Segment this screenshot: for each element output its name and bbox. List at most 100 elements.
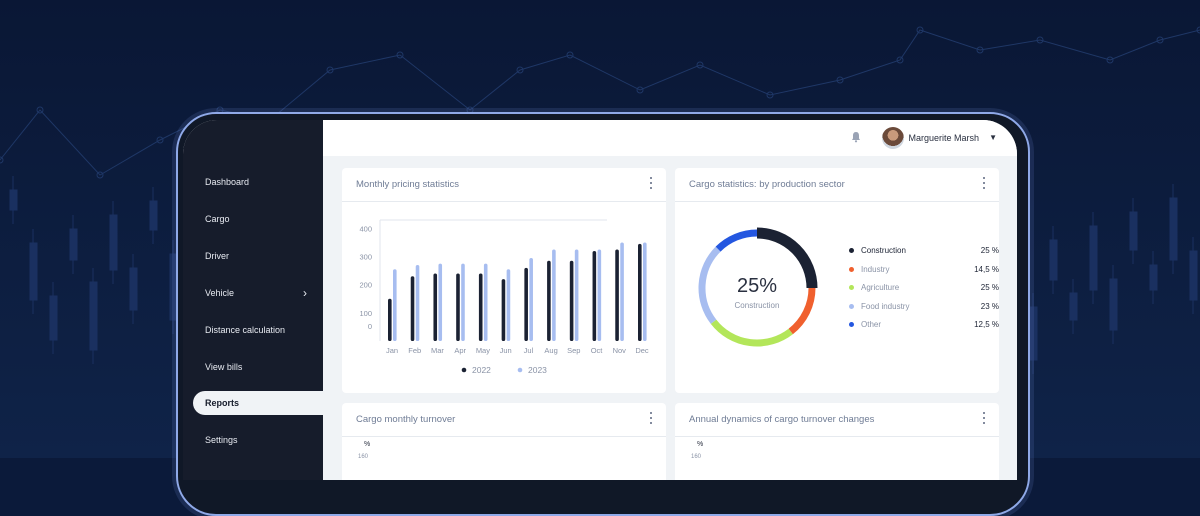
background-node: [326, 66, 334, 74]
bar-2023-Nov: [620, 242, 624, 341]
legend-name: Food industry: [861, 301, 910, 311]
background-node: [976, 46, 984, 54]
legend-item: Industry 14,5 %: [849, 263, 999, 277]
user-name[interactable]: Marguerite Marsh: [908, 133, 979, 143]
background-candle: [69, 228, 78, 261]
bar-2022-Sep: [569, 260, 574, 341]
background-candle: [1029, 306, 1038, 361]
sidebar-item-dashboard[interactable]: Dashboard: [193, 170, 321, 194]
background-node: [36, 106, 44, 114]
sidebar-item-settings[interactable]: Settings: [193, 428, 321, 452]
legend-label-2022: 2022: [472, 365, 491, 375]
bar-2022-Jun: [501, 279, 506, 341]
card-header: Cargo monthly turnover: [342, 403, 666, 437]
x-tick-label: Apr: [454, 346, 466, 355]
bar-2022-Jul: [524, 267, 528, 341]
card-title: Monthly pricing statistics: [356, 179, 459, 190]
monthly-pricing-bar-chart: 0 100 200 300 400 Jan Feb Mar Apr May Jun Jul Aug Sep…: [359, 219, 649, 375]
donut-slice-Other: [715, 229, 758, 252]
legend-value: 25 %: [980, 246, 999, 255]
legend-dot: [849, 248, 854, 253]
sidebar-item-vehicle[interactable]: Vehicle ›: [193, 281, 321, 305]
y-tick-label: 0: [368, 322, 372, 331]
caret-down-icon[interactable]: ▼: [989, 133, 997, 142]
donut-center-label: Construction: [735, 301, 780, 310]
bar-2023-Aug: [552, 249, 556, 341]
background-node: [96, 171, 104, 179]
sidebar-item-view-bills[interactable]: View bills: [193, 355, 321, 379]
y-tick-label: 400: [359, 224, 372, 233]
x-tick-label: Oct: [591, 346, 604, 355]
background-node: [1036, 36, 1044, 44]
sidebar-item-label: Settings: [205, 435, 238, 445]
background-candle: [1109, 278, 1118, 331]
background-candle: [29, 242, 38, 301]
sidebar-item-reports[interactable]: Reports: [193, 391, 323, 415]
y-tick-label: 200: [359, 281, 372, 290]
background-node: [1196, 26, 1200, 34]
background-node: [566, 51, 574, 59]
x-tick-label: Jun: [500, 346, 512, 355]
background-candle: [1189, 250, 1198, 301]
legend-value: 12,5 %: [974, 320, 999, 329]
y-tick-label: 300: [359, 253, 372, 262]
legend-value: 14,5 %: [974, 264, 999, 274]
bar-2023-Jun: [506, 269, 511, 341]
sidebar-item-label: Driver: [205, 251, 229, 261]
sidebar-item-cargo[interactable]: Cargo: [193, 207, 321, 231]
background-node: [896, 56, 904, 64]
chevron-right-icon: ›: [303, 286, 307, 300]
sidebar-item-label: Dashboard: [205, 177, 250, 187]
bar-2023-Sep: [574, 249, 579, 341]
x-tick-label: Jul: [524, 346, 534, 355]
x-tick-label: Feb: [408, 346, 421, 355]
y-tick-label: 100: [359, 309, 372, 318]
avatar[interactable]: [882, 127, 904, 149]
background-candle: [1049, 239, 1058, 281]
bar-2022-Aug: [547, 260, 551, 341]
x-tick-label: Aug: [544, 346, 557, 355]
bar-2022-Jan: [388, 298, 392, 341]
bar-2023-Oct: [597, 249, 602, 341]
legend-name: Industry: [861, 264, 890, 274]
legend-item: Construction 25 %: [849, 244, 999, 258]
background-candle: [109, 214, 118, 271]
more-options-icon[interactable]: [650, 412, 654, 426]
x-tick-label: Sep: [567, 346, 580, 355]
more-options-icon[interactable]: [650, 177, 654, 191]
x-tick-label: Dec: [635, 346, 649, 355]
y-axis-tick: 160: [358, 454, 369, 460]
card-header: Annual dynamics of cargo turnover change…: [675, 403, 999, 437]
background-node: [636, 86, 644, 94]
bell-icon[interactable]: [850, 131, 862, 143]
legend-item: Other 12,5 %: [849, 318, 999, 332]
background-node: [0, 156, 4, 164]
sidebar-item-distance-calculation[interactable]: Distance calculation: [193, 318, 321, 342]
background-candle: [1169, 197, 1178, 261]
bar-2022-Mar: [433, 273, 438, 341]
bar-2022-Apr: [456, 273, 460, 341]
background-node: [916, 26, 924, 34]
sector-legend: Construction 25 % Industry 14,5 % Agricultur…: [849, 244, 999, 334]
bar-2023-Dec: [643, 242, 647, 341]
bar-2022-May: [478, 273, 483, 341]
more-options-icon[interactable]: [983, 177, 987, 191]
sidebar-item-label: Reports: [205, 398, 240, 408]
y-axis-unit: %: [697, 441, 704, 448]
card-header: Monthly pricing statistics: [342, 168, 666, 202]
background-candle: [1089, 225, 1098, 291]
app-screen: Dashboard Cargo Driver Vehicle › Distanc…: [183, 120, 1017, 480]
monthly-pricing-card: Monthly pricing statistics 0 100 200 300 400…: [342, 168, 666, 393]
background-candle: [1149, 264, 1158, 291]
more-options-icon[interactable]: [983, 412, 987, 426]
background-candle: [49, 295, 58, 341]
background-node: [696, 61, 704, 69]
background-candle: [149, 200, 158, 231]
sidebar-item-driver[interactable]: Driver: [193, 244, 321, 268]
background-candle: [1069, 292, 1078, 321]
sidebar: Dashboard Cargo Driver Vehicle › Distanc…: [183, 120, 323, 480]
bar-2023-Jul: [529, 257, 533, 341]
background-candle: [1129, 211, 1138, 251]
sidebar-item-label: Vehicle: [205, 288, 235, 298]
legend-marker-2023: [517, 367, 523, 373]
